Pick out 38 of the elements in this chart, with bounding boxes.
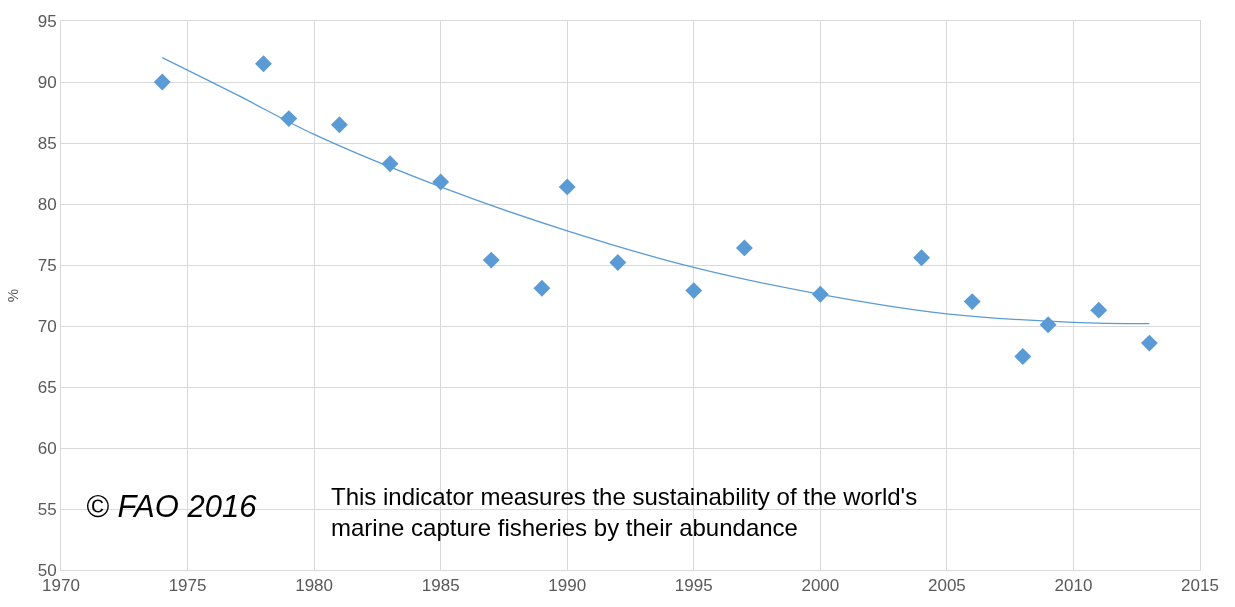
- point: [558, 178, 576, 196]
- point: [255, 55, 272, 73]
- point: [735, 239, 753, 257]
- y-tick-label: 65: [37, 377, 57, 397]
- point: [482, 251, 500, 269]
- point: [432, 173, 450, 191]
- y-tick-label: 85: [37, 133, 57, 153]
- annotation: © FAO 2016: [86, 489, 258, 524]
- y-tick-label: 75: [37, 255, 57, 275]
- y-tick-label: 90: [37, 72, 57, 92]
- point: [1014, 348, 1032, 365]
- point: [1140, 334, 1158, 352]
- x-tick-label: 2000: [801, 576, 840, 596]
- x-tick-label: 1980: [295, 576, 334, 596]
- point: [280, 110, 298, 128]
- y-tick-label: 70: [37, 316, 57, 336]
- point: [153, 73, 171, 91]
- x-tick-label: 2010: [1054, 576, 1093, 596]
- point: [330, 116, 348, 134]
- y-tick-label: 95: [37, 11, 57, 31]
- x-tick-label: 2015: [1181, 576, 1219, 596]
- y-tick-label: 80: [37, 194, 57, 214]
- point: [533, 279, 551, 297]
- y-tick-label: 60: [37, 438, 57, 458]
- x-tick-label: 1990: [548, 576, 587, 596]
- point: [913, 249, 931, 267]
- point: [963, 293, 981, 311]
- x-tick-label: 1995: [674, 576, 713, 596]
- y-axis-title: %: [3, 288, 21, 303]
- x-tick-label: 1975: [168, 576, 207, 596]
- point: [1090, 301, 1108, 319]
- y-tick-label: 55: [37, 499, 57, 519]
- point: [609, 254, 627, 272]
- x-tick-label: 1985: [421, 576, 460, 596]
- annotation: This indicator measures the sustainability of the world's marine capture fisheries by their abundance: [331, 483, 918, 542]
- point: [685, 282, 703, 300]
- point: [1039, 316, 1057, 334]
- x-tick-label: 2005: [927, 576, 966, 596]
